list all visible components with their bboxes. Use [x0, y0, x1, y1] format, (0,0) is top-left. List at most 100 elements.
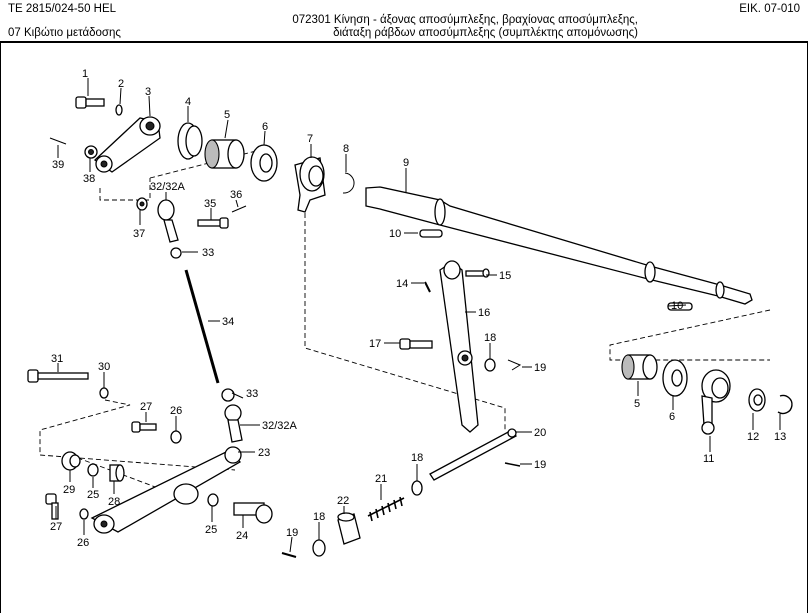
bolt-27-lower [45, 493, 59, 520]
washer-6 [250, 144, 278, 182]
callout-4: 4 [185, 96, 191, 108]
callout-27-upper: 27 [140, 401, 152, 413]
bolt-27-upper [131, 421, 157, 433]
pin-24 [233, 502, 273, 524]
callout-25-upper: 25 [87, 489, 99, 501]
shift-fork-11 [701, 369, 731, 435]
bearing-5-right [621, 354, 658, 380]
callout-33-upper: 33 [202, 247, 214, 259]
callout-28: 28 [108, 496, 120, 508]
callout-13: 13 [774, 431, 786, 443]
callout-1: 1 [82, 68, 88, 80]
callout-5: 5 [224, 109, 230, 121]
ring-25-lower [207, 493, 219, 507]
washer-18-right [411, 480, 423, 496]
nut-38 [84, 145, 98, 159]
washer-37 [136, 197, 148, 211]
callout-12: 12 [747, 431, 759, 443]
callout-8: 8 [343, 143, 349, 155]
bolt-17 [399, 338, 433, 350]
pin-19-upper [507, 359, 522, 371]
callout-18-right: 18 [411, 452, 423, 464]
callout-19-lower: 19 [286, 527, 298, 539]
washer-18-lower [312, 539, 326, 557]
callout-34: 34 [222, 316, 234, 328]
circlip-8 [342, 172, 355, 194]
lever-16 [439, 260, 479, 433]
leader-lines [55, 78, 781, 553]
callout-5-right: 5 [634, 398, 640, 410]
spring-21 [367, 496, 405, 522]
callout-labels: 1 2 3 4 5 6 7 8 9 10 10 39 38 32/32A 35 … [50, 68, 786, 549]
callout-10-lower: 10 [671, 300, 683, 312]
pin-19-right [504, 462, 521, 467]
rod-20 [429, 428, 517, 481]
header-rule [0, 41, 808, 43]
title-line-2: διάταξη ράβδων αποσύμπλεξης (συμπλέκτης … [333, 27, 638, 39]
callout-37: 37 [133, 228, 145, 240]
callout-31: 31 [51, 353, 63, 365]
callout-15: 15 [499, 270, 511, 282]
pin-39 [49, 137, 67, 145]
pin-10-lower [667, 302, 693, 311]
washer-2 [115, 104, 123, 116]
callout-18-lower: 18 [313, 511, 325, 523]
lever-23 [90, 446, 242, 534]
model-code: TE 2815/024-50 HEL [8, 3, 117, 15]
release-lever-3 [93, 116, 161, 173]
bolt-1 [75, 96, 105, 109]
callout-14: 14 [396, 278, 408, 290]
title-line-1: 072301 Κίνηση - άξονας αποσύμπλεξης, βρα… [292, 14, 638, 26]
pin-14 [424, 281, 431, 293]
bearing-5 [204, 139, 245, 169]
callout-22: 22 [337, 495, 349, 507]
callout-18-upper: 18 [484, 332, 496, 344]
callout-19-right: 19 [534, 459, 546, 471]
pin-15 [465, 268, 490, 278]
pin-36 [231, 205, 247, 213]
callout-20: 20 [534, 427, 546, 439]
ball-joint-32-lower [224, 404, 243, 443]
callout-21: 21 [375, 473, 387, 485]
callout-26-lower: 26 [77, 537, 89, 549]
washer-26-upper [170, 430, 182, 444]
pin-19-lower [281, 552, 297, 558]
washer-6-right [662, 359, 688, 397]
callout-27-lower: 27 [50, 521, 62, 533]
figure-number: ΕΙΚ. 07-010 [739, 3, 800, 15]
pin-10-upper [419, 229, 443, 238]
ring-4 [177, 122, 203, 160]
rod-34 [184, 269, 220, 384]
callout-6: 6 [262, 121, 268, 133]
callout-11: 11 [703, 453, 714, 465]
callout-6-right: 6 [669, 411, 675, 423]
bushing-22 [337, 512, 361, 545]
ball-joint-32 [157, 199, 179, 243]
nut-33-lower [221, 388, 235, 402]
callout-16: 16 [478, 307, 490, 319]
bolt-31 [27, 369, 89, 383]
callout-32-32a-lower: 32/32A [262, 420, 298, 432]
callout-38: 38 [83, 173, 95, 185]
callout-39: 39 [52, 159, 64, 171]
callout-19-upper: 19 [534, 362, 546, 374]
shift-fork-7 [294, 156, 326, 213]
washer-30 [99, 387, 109, 399]
nut-33-upper [170, 247, 182, 259]
shaft-9 [365, 186, 753, 305]
group-name: 07 Κιβώτιο μετάδοσης [8, 27, 121, 39]
callout-7: 7 [307, 133, 313, 145]
circlip-13 [777, 394, 793, 415]
callout-36: 36 [230, 189, 242, 201]
callout-10-upper: 10 [389, 228, 401, 240]
washer-12 [748, 388, 766, 412]
bushing-28 [109, 464, 125, 482]
callout-30: 30 [98, 361, 110, 373]
callout-23: 23 [258, 447, 270, 459]
washer-18-upper [484, 358, 496, 372]
callout-3: 3 [145, 86, 151, 98]
ring-25-upper [87, 463, 99, 477]
callout-24: 24 [236, 530, 248, 542]
bolt-35 [197, 217, 229, 229]
